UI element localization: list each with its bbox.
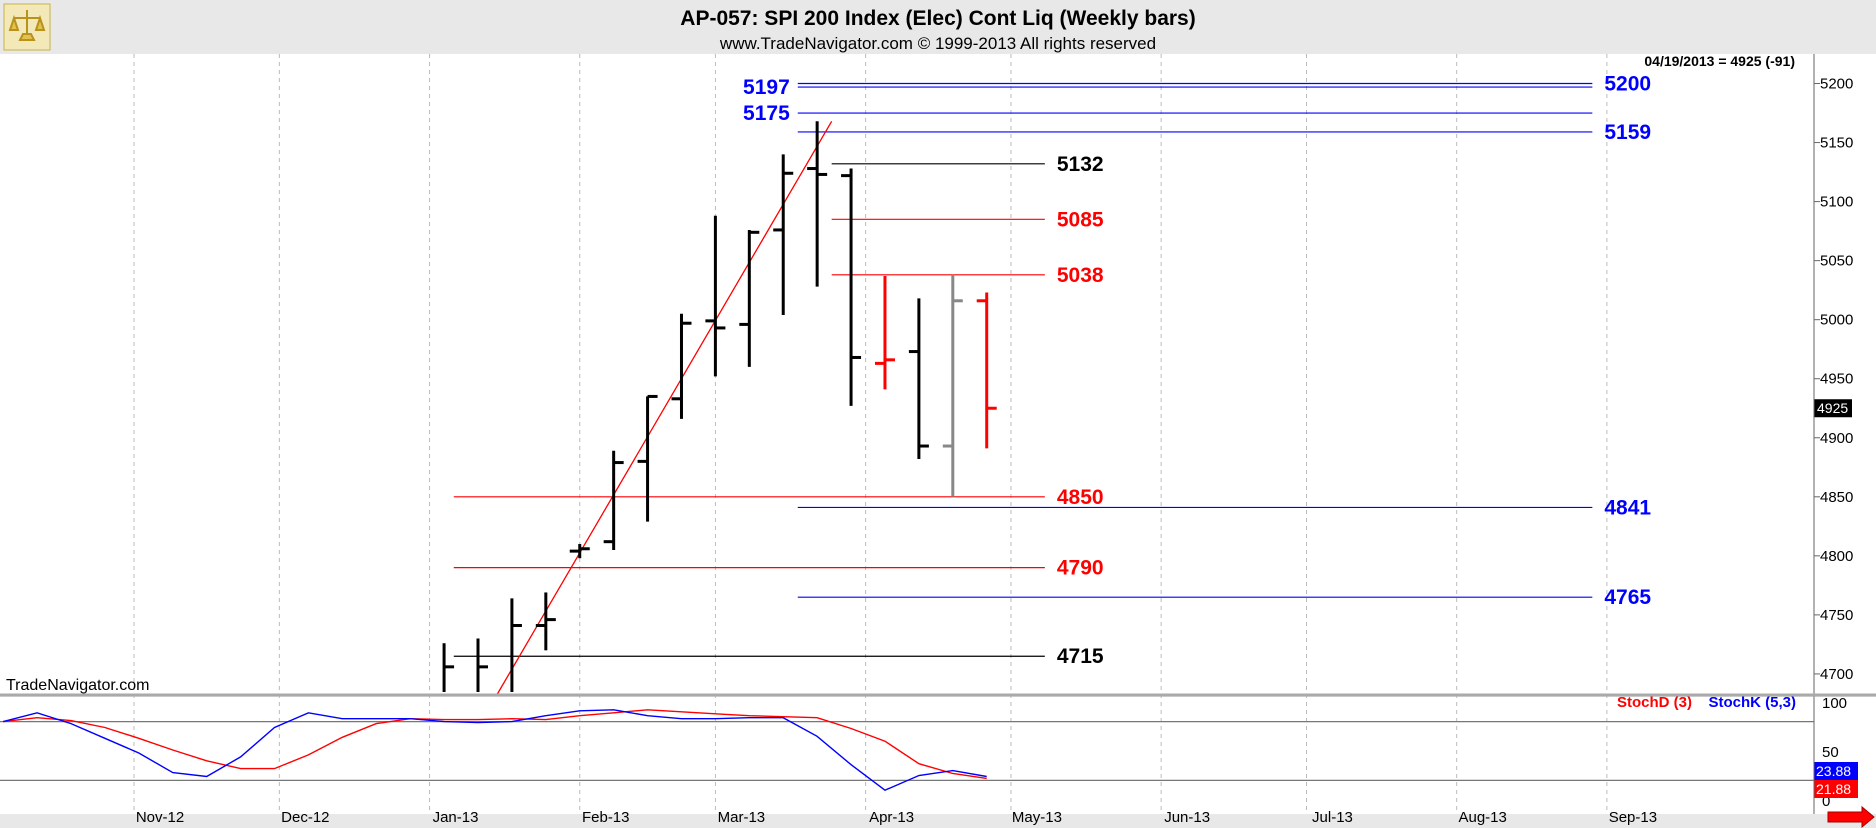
- chart-subtitle: www.TradeNavigator.com © 1999-2013 All r…: [719, 34, 1156, 53]
- level-label-5175: 5175: [743, 102, 790, 125]
- x-tick-label: Jan-13: [433, 809, 479, 826]
- x-tick-label: Apr-13: [869, 809, 914, 826]
- logo-icon: [3, 3, 51, 51]
- y-tick-label: 5200: [1820, 76, 1853, 93]
- osc-last-marker-label: 21.88: [1816, 781, 1851, 797]
- x-tick-label: Jun-13: [1164, 809, 1210, 826]
- watermark-label: TradeNavigator.com: [6, 677, 149, 694]
- y-tick-label: 5050: [1820, 253, 1853, 270]
- y-tick-label: 5000: [1820, 312, 1853, 329]
- x-tick-label: Feb-13: [582, 809, 630, 826]
- legend-stochd: StochD (3): [1617, 694, 1692, 711]
- price-bars: [442, 121, 997, 692]
- osc-last-marker: [1814, 780, 1858, 798]
- trendline-segment: [496, 120, 833, 695]
- x-tick-label: Dec-12: [281, 809, 329, 826]
- x-tick-label: Mar-13: [718, 809, 766, 826]
- y-tick-label: 5150: [1820, 135, 1853, 152]
- level-label-5132: 5132: [1057, 153, 1104, 176]
- trendline: [496, 120, 833, 695]
- x-tick-label: Sep-13: [1609, 809, 1657, 826]
- level-label-5159: 5159: [1604, 121, 1651, 144]
- level-label-5085: 5085: [1057, 208, 1104, 231]
- y-tick-label: 4700: [1820, 666, 1853, 683]
- y-tick-label: 4750: [1820, 607, 1853, 624]
- stoch-series-1: [3, 709, 987, 792]
- level-label-5197: 5197: [743, 76, 790, 99]
- axis-labels: Nov-12 Dec-12 Jan-13 Feb-13 Mar-13 Apr-13 May-…: [136, 76, 1858, 826]
- stochastic-lines: StochD (3) StochK (5,3): [0, 694, 1814, 792]
- x-tick-label: May-13: [1012, 809, 1062, 826]
- x-tick-label: Jul-13: [1312, 809, 1353, 826]
- y-tick-label: 4950: [1820, 371, 1853, 388]
- level-lines: 5197 5200 5175 5159 5132 5085 5038 4850 4841 4790…: [453, 73, 1651, 668]
- level-label-4790: 4790: [1057, 557, 1104, 580]
- scroll-right-arrow-icon[interactable]: [1827, 805, 1875, 828]
- stoch-series-0: [3, 709, 987, 780]
- osc-y-tick-label: 0: [1822, 793, 1830, 810]
- level-label-4715: 4715: [1057, 645, 1104, 668]
- osc-y-tick-label: 100: [1822, 695, 1847, 712]
- last-price-marker-label: 4925: [1817, 400, 1848, 416]
- y-tick-label: 5100: [1820, 194, 1853, 211]
- last-quote-label: 04/19/2013 = 4925 (-91): [1644, 53, 1795, 69]
- osc-last-marker: [1814, 762, 1858, 780]
- y-tick-label: 4900: [1820, 430, 1853, 447]
- x-tick-label: Nov-12: [136, 809, 184, 826]
- osc-y-tick-label: 50: [1822, 744, 1839, 761]
- level-label-5200: 5200: [1604, 73, 1651, 96]
- osc-last-marker-label: 23.88: [1816, 763, 1851, 779]
- price-panel: [0, 54, 1814, 694]
- last-price-marker: [1814, 399, 1852, 418]
- level-label-5038: 5038: [1057, 264, 1104, 287]
- legend-stochk: StochK (5,3): [1708, 694, 1796, 711]
- level-label-4841: 4841: [1604, 496, 1651, 519]
- y-tick-label: 4850: [1820, 489, 1853, 506]
- price-axis-panel: [1814, 54, 1876, 694]
- x-tick-label: Aug-13: [1458, 809, 1506, 826]
- level-label-4765: 4765: [1604, 586, 1651, 609]
- grid-lines: [133, 54, 1608, 814]
- chart-title: AP-057: SPI 200 Index (Elec) Cont Liq (W…: [680, 7, 1195, 30]
- y-tick-label: 4800: [1820, 548, 1853, 565]
- level-label-4850: 4850: [1057, 486, 1104, 509]
